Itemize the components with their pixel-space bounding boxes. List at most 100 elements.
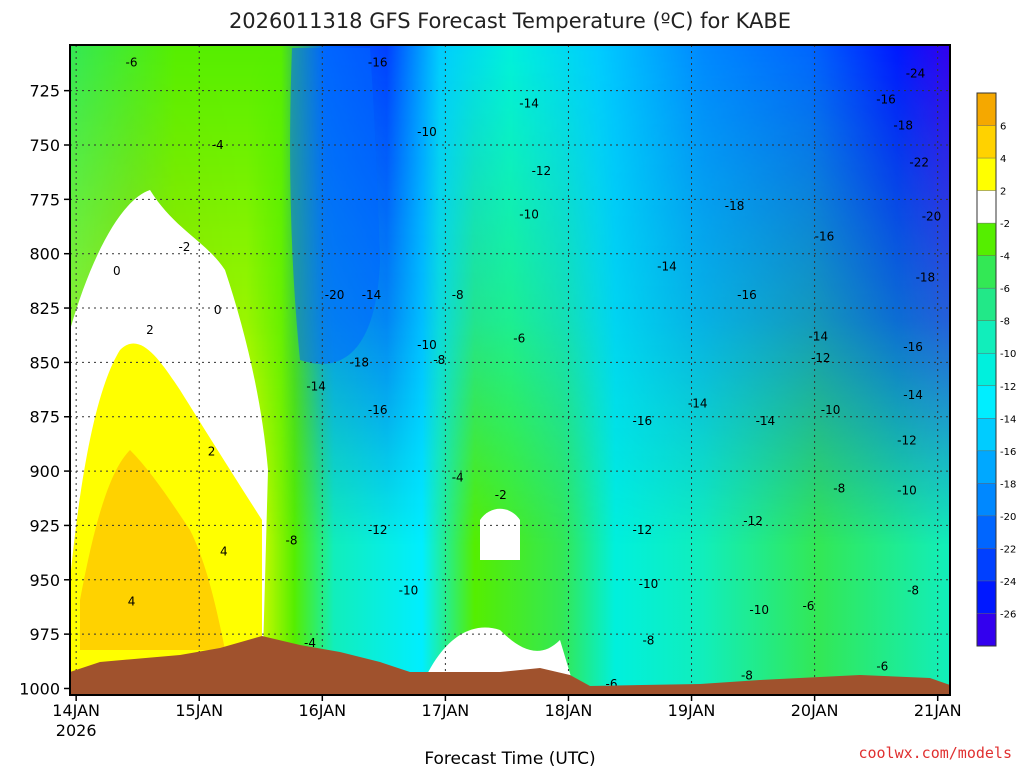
credit-text: coolwx.com/models [858,744,1012,762]
contour-label-47: -8 [286,534,298,548]
contour-label-37: -14 [756,414,776,428]
plot-area: -6 -16-24-16-14-18-10-4-12-22-10-18-20-2-… [70,45,950,695]
colorbar-label-12: -20 [1000,512,1016,523]
contour-label-42: -8 [833,481,845,495]
contour-label-9: -22 [909,155,929,169]
contour-label-24: -6 [513,331,525,345]
colorbar-label-11: -18 [1000,479,1016,490]
x-tick-sublabel-0: 2026 [56,721,97,740]
colorbar-swatch-6 [977,288,996,322]
colorbar-swatch-7 [977,320,996,354]
y-tick-label-800: 800 [29,245,60,264]
colorbar-label-1: 4 [1000,154,1006,165]
x-tick-label-0: 14JAN [52,701,100,720]
contour-label-3: -16 [876,92,896,106]
contour-label-28: -12 [811,351,831,365]
y-tick-label-925: 925 [29,516,60,535]
contour-label-26: -10 [417,338,437,352]
contour-label-7: -4 [212,138,224,152]
colorbar-swatch-0 [977,93,996,127]
y-tick-label-725: 725 [29,82,60,101]
contour-label-53: -6 [802,599,814,613]
colorbar-label-4: -4 [1000,252,1010,263]
contour-label-10: -10 [519,208,539,222]
contour-label-44: -12 [368,523,388,537]
colorbar-label-5: -6 [1000,284,1010,295]
y-axis: 725 750 775 800 825 850 875 900 925 950 975 1000 [19,82,70,698]
y-tick-label-900: 900 [29,462,60,481]
contour-label-41: -2 [495,488,507,502]
y-tick-label-1000: 1000 [19,679,60,698]
contour-label-43: -10 [897,484,917,498]
y-tick-label-775: 775 [29,190,60,209]
colorbar-label-3: -2 [1000,219,1010,230]
colorbar-swatch-5 [977,255,996,289]
contour-label-18: -20 [325,288,345,302]
contour-label-0: -6 [126,55,138,69]
contour-label-33: -10 [821,403,841,417]
colorbar-swatch-11 [977,450,996,484]
colorbar-label-7: -10 [1000,349,1016,360]
colorbar-label-13: -22 [1000,544,1016,555]
contour-label-39: -12 [897,434,917,448]
x-tick-label-6: 20JAN [791,701,839,720]
contour-label-23: 2 [146,323,154,337]
contour-label-21: -16 [737,288,757,302]
colorbar-swatch-4 [977,223,996,257]
contour-label-13: -2 [178,240,190,254]
contour-label-17: -18 [916,271,936,285]
colorbar-swatch-9 [977,385,996,419]
contour-label-34: -14 [903,388,923,402]
colorbar-label-8: -12 [1000,382,1016,393]
warm-core-inner [80,450,225,650]
contour-label-6: -10 [417,125,437,139]
colorbar-label-15: -26 [1000,609,1016,620]
contour-label-57: -6 [876,660,888,674]
y-tick-label-950: 950 [29,571,60,590]
contour-label-38: 2 [208,445,216,459]
contour-label-48: 4 [220,545,228,559]
x-tick-label-2: 16JAN [298,701,346,720]
contour-label-54: -10 [749,603,769,617]
colorbar-label-0: 6 [1000,122,1006,133]
contour-label-49: -10 [399,584,419,598]
y-tick-label-825: 825 [29,299,60,318]
colorbar-swatch-13 [977,515,996,549]
contour-label-29: -18 [349,355,369,369]
contour-labels: -6 -16-24-16-14-18-10-4-12-22-10-18-20-2-… [113,55,941,691]
contour-label-15: 0 [113,264,121,278]
contour-label-52: 4 [128,595,136,609]
contour-label-4: -14 [519,97,539,111]
colorbar-swatch-1 [977,125,996,159]
plot-frame [69,44,951,696]
contour-label-2: -24 [906,66,926,80]
contour-label-31: -14 [306,379,326,393]
colorbar-swatch-8 [977,353,996,387]
contour-label-25: -14 [809,329,829,343]
contour-label-1: -16 [368,55,388,69]
y-tick-label-875: 875 [29,408,60,427]
colorbar-label-2: 2 [1000,187,1006,198]
terrain [70,636,950,695]
contour-label-59: -6 [606,677,618,691]
colorbar-label-14: -24 [1000,577,1016,588]
contour-label-20: -8 [452,288,464,302]
contour-label-35: -16 [633,414,653,428]
colorbar-frame [976,92,997,647]
colorbar-swatch-3 [977,190,996,224]
mild-pocket [480,508,520,560]
x-tick-label-3: 17JAN [422,701,470,720]
colorbar-label-9: -14 [1000,414,1016,425]
colorbar-swatch-12 [977,483,996,517]
contour-label-27: -8 [433,353,445,367]
contour-label-32: -16 [368,403,388,417]
x-tick-label-4: 18JAN [545,701,593,720]
contour-label-8: -12 [532,164,552,178]
contour-label-46: -12 [743,514,763,528]
colorbar-swatch-15 [977,580,996,614]
colorbar-swatch-16 [977,613,996,647]
contour-label-11: -18 [725,199,745,213]
contour-label-58: -8 [741,668,753,682]
